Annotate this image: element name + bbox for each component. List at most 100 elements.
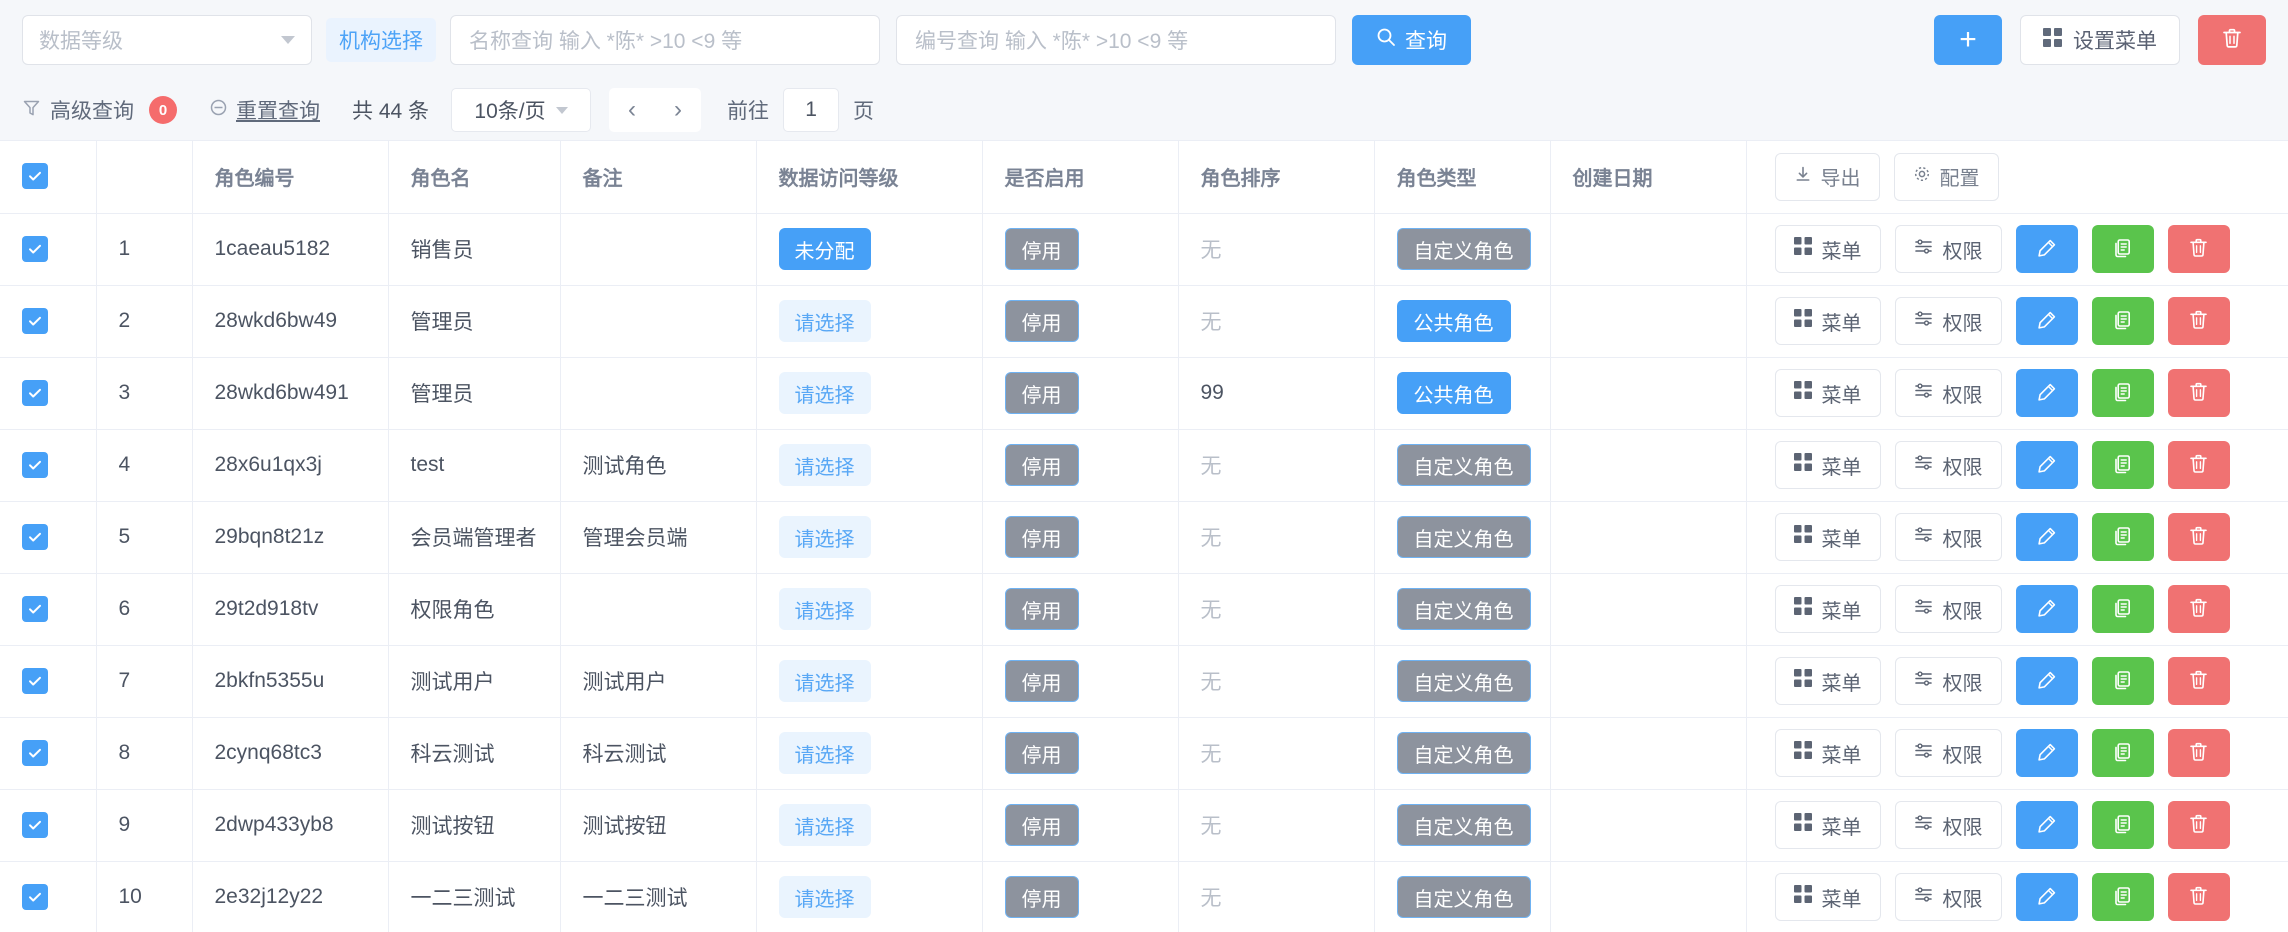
data-access-level-badge[interactable]: 请选择	[778, 444, 871, 486]
row-checkbox[interactable]	[22, 595, 48, 622]
table-row[interactable]: 4 28x6u1qx3j test 测试角色 请选择 停用 无 自定义角色 菜单 权限	[0, 429, 2288, 502]
table-row[interactable]: 9 2dwp433yb8 测试按钮 测试按钮 请选择 停用无自定义角色 菜单 权限	[0, 789, 2288, 862]
row-checkbox[interactable]	[22, 235, 48, 262]
row-edit-button[interactable]	[2015, 873, 2078, 921]
row-permission-button[interactable]: 权限	[1894, 585, 2002, 633]
row-copy-button[interactable]	[2091, 441, 2154, 489]
data-access-level-badge[interactable]: 请选择	[778, 660, 871, 702]
table-row[interactable]: 5 29bqn8t21z 会员端管理者 管理会员端 请选择 停用 无 自定义角色 菜单 权限	[0, 501, 2288, 574]
row-menu-button[interactable]: 菜单	[1774, 729, 1881, 777]
row-delete-button[interactable]	[2167, 585, 2230, 633]
add-button[interactable]: +	[1934, 15, 2002, 65]
row-delete-button[interactable]	[2167, 225, 2230, 273]
delete-selected-button[interactable]	[2198, 15, 2266, 65]
row-delete-button[interactable]	[2167, 729, 2230, 777]
data-access-level-badge[interactable]: 请选择	[778, 516, 871, 558]
data-access-level-badge[interactable]: 未分配	[778, 228, 871, 270]
data-access-level-badge[interactable]: 请选择	[778, 300, 871, 342]
row-copy-button[interactable]	[2091, 657, 2154, 705]
reset-query-button[interactable]: 重置查询	[209, 95, 320, 125]
row-delete-button[interactable]	[2167, 873, 2230, 921]
enabled-status-badge[interactable]: 停用	[1004, 732, 1079, 774]
prev-page-button[interactable]: ‹	[628, 96, 637, 123]
role-type-badge[interactable]: 自定义角色	[1396, 732, 1531, 774]
row-checkbox[interactable]	[22, 667, 48, 694]
table-row[interactable]: 6 29t2d918tv 权限角色 请选择 停用 无 自定义角色 菜单 权限	[0, 573, 2288, 646]
row-menu-button[interactable]: 菜单	[1774, 441, 1881, 489]
row-permission-button[interactable]: 权限	[1894, 369, 2002, 417]
row-edit-button[interactable]	[2015, 801, 2078, 849]
role-type-badge[interactable]: 自定义角色	[1396, 804, 1531, 846]
table-row[interactable]: 10 2e32j12y22 一二三测试 一二三测试 请选择 停用无自定义角色 菜单 权限	[0, 861, 2288, 932]
row-edit-button[interactable]	[2015, 225, 2078, 273]
row-checkbox[interactable]	[22, 307, 48, 334]
row-copy-button[interactable]	[2091, 873, 2154, 921]
row-permission-button[interactable]: 权限	[1894, 225, 2002, 273]
table-row[interactable]: 2 28wkd6bw49 管理员 请选择 停用 无 公共角色 菜单 权限	[0, 285, 2288, 358]
row-delete-button[interactable]	[2167, 297, 2230, 345]
row-permission-button[interactable]: 权限	[1894, 729, 2002, 777]
row-edit-button[interactable]	[2015, 657, 2078, 705]
row-copy-button[interactable]	[2091, 513, 2154, 561]
row-copy-button[interactable]	[2091, 225, 2154, 273]
row-edit-button[interactable]	[2015, 369, 2078, 417]
config-button[interactable]: 配置	[1893, 152, 1999, 201]
role-type-badge[interactable]: 公共角色	[1396, 372, 1511, 414]
enabled-status-badge[interactable]: 停用	[1004, 876, 1079, 918]
row-checkbox[interactable]	[22, 883, 48, 910]
menu-settings-button[interactable]: 设置菜单	[2020, 15, 2180, 65]
code-query-input[interactable]: 编号查询 输入 *陈* >10 <9 等	[896, 15, 1336, 65]
row-menu-button[interactable]: 菜单	[1774, 873, 1881, 921]
role-type-badge[interactable]: 自定义角色	[1396, 228, 1531, 270]
enabled-status-badge[interactable]: 停用	[1004, 228, 1079, 270]
row-edit-button[interactable]	[2015, 441, 2078, 489]
row-menu-button[interactable]: 菜单	[1774, 801, 1881, 849]
row-menu-button[interactable]: 菜单	[1774, 657, 1881, 705]
row-menu-button[interactable]: 菜单	[1774, 369, 1881, 417]
row-edit-button[interactable]	[2015, 513, 2078, 561]
data-level-select[interactable]: 数据等级	[22, 15, 312, 65]
enabled-status-badge[interactable]: 停用	[1004, 660, 1079, 702]
row-menu-button[interactable]: 菜单	[1774, 513, 1881, 561]
org-select-button[interactable]: 机构选择	[326, 18, 436, 62]
enabled-status-badge[interactable]: 停用	[1004, 372, 1079, 414]
row-delete-button[interactable]	[2167, 657, 2230, 705]
row-permission-button[interactable]: 权限	[1894, 801, 2002, 849]
row-checkbox[interactable]	[22, 811, 48, 838]
enabled-status-badge[interactable]: 停用	[1004, 804, 1079, 846]
role-type-badge[interactable]: 自定义角色	[1396, 516, 1531, 558]
role-type-badge[interactable]: 自定义角色	[1396, 588, 1531, 630]
role-type-badge[interactable]: 自定义角色	[1396, 876, 1531, 918]
data-access-level-badge[interactable]: 请选择	[778, 372, 871, 414]
row-delete-button[interactable]	[2167, 801, 2230, 849]
row-delete-button[interactable]	[2167, 441, 2230, 489]
data-access-level-badge[interactable]: 请选择	[778, 588, 871, 630]
row-copy-button[interactable]	[2091, 729, 2154, 777]
row-checkbox[interactable]	[22, 739, 48, 766]
row-menu-button[interactable]: 菜单	[1774, 585, 1881, 633]
row-permission-button[interactable]: 权限	[1894, 441, 2002, 489]
role-type-badge[interactable]: 自定义角色	[1396, 660, 1531, 702]
row-permission-button[interactable]: 权限	[1894, 513, 2002, 561]
row-checkbox[interactable]	[22, 451, 48, 478]
row-copy-button[interactable]	[2091, 369, 2154, 417]
row-delete-button[interactable]	[2167, 513, 2230, 561]
row-permission-button[interactable]: 权限	[1894, 873, 2002, 921]
row-edit-button[interactable]	[2015, 297, 2078, 345]
table-row[interactable]: 7 2bkfn5355u 测试用户 测试用户 请选择 停用无自定义角色 菜单 权限	[0, 645, 2288, 718]
row-delete-button[interactable]	[2167, 369, 2230, 417]
row-edit-button[interactable]	[2015, 585, 2078, 633]
data-access-level-badge[interactable]: 请选择	[778, 732, 871, 774]
row-menu-button[interactable]: 菜单	[1774, 297, 1881, 345]
row-copy-button[interactable]	[2091, 297, 2154, 345]
next-page-button[interactable]: ›	[674, 96, 683, 123]
row-copy-button[interactable]	[2091, 585, 2154, 633]
enabled-status-badge[interactable]: 停用	[1004, 444, 1079, 486]
row-menu-button[interactable]: 菜单	[1774, 225, 1881, 273]
page-size-select[interactable]: 10条/页	[451, 88, 592, 132]
row-checkbox[interactable]	[22, 379, 48, 406]
role-type-badge[interactable]: 自定义角色	[1396, 444, 1531, 486]
row-copy-button[interactable]	[2091, 801, 2154, 849]
export-button[interactable]: 导出	[1774, 152, 1880, 201]
row-checkbox[interactable]	[22, 523, 48, 550]
